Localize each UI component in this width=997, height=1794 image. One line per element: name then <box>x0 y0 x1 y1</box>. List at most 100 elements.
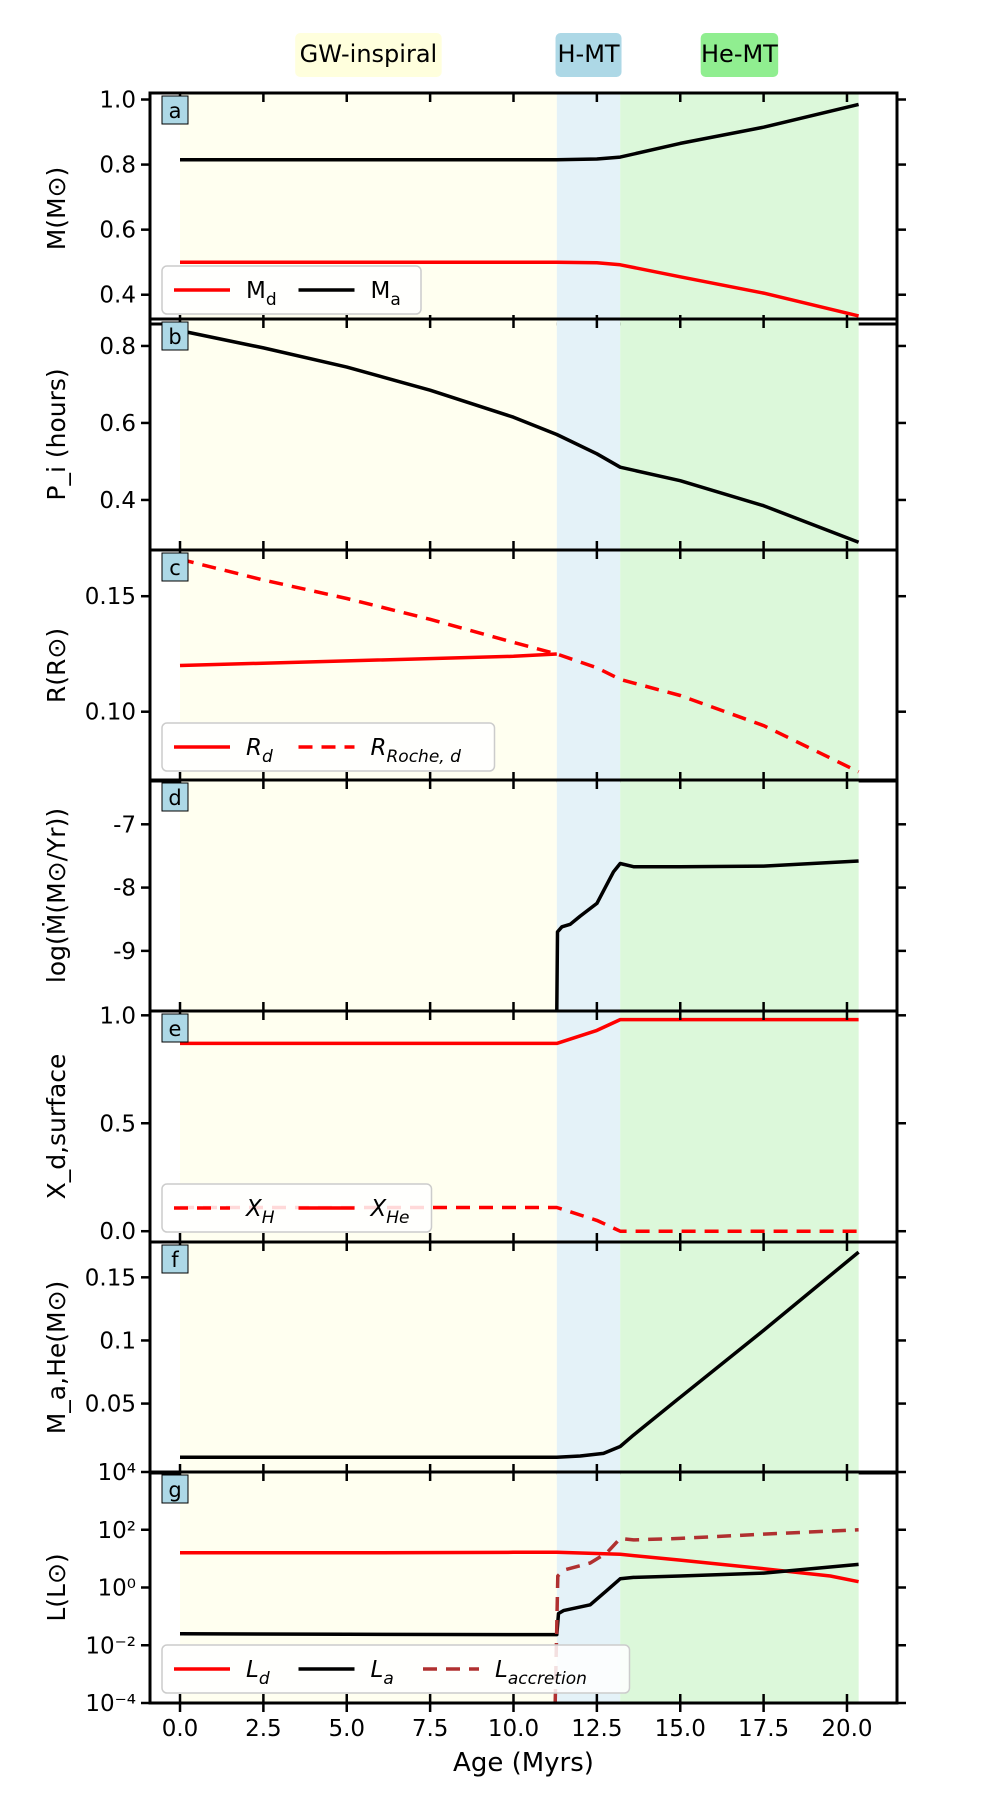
legend-label: La <box>371 1657 394 1689</box>
legend-label-sub: a <box>383 1669 393 1689</box>
y-tick-label: -7 <box>113 812 136 838</box>
legend-label-main: R <box>246 735 262 761</box>
legend-box <box>161 1644 631 1694</box>
panel-tag: f <box>171 1248 179 1272</box>
y-tick-label: 10⁴ <box>98 1460 137 1486</box>
legend-label-sub: d <box>262 747 273 767</box>
y-tick-label: 10² <box>98 1518 137 1544</box>
legend-label-main: M <box>371 278 391 304</box>
phase-band-0 <box>180 319 557 550</box>
panel-b: 0.4 0.6 0.8 b P_i (hours) <box>42 317 906 552</box>
y-tick-label: 10⁻² <box>85 1633 136 1659</box>
legend: Rd RRoche, d <box>161 722 496 772</box>
series-xhe <box>180 1017 859 1046</box>
phase-label-text: GW-inspiral <box>300 40 438 68</box>
legend-label-main: X <box>245 1196 263 1222</box>
legend-label-sub: He <box>386 1208 409 1228</box>
series-la <box>179 1562 859 1637</box>
series-rd <box>179 652 557 668</box>
x-tick-label: 0.0 <box>162 1716 199 1742</box>
x-tick-label: 5.0 <box>328 1716 365 1742</box>
phase-label-box <box>295 33 442 77</box>
phase-band-1 <box>556 319 621 550</box>
series-mdot <box>555 859 859 1012</box>
legend-label-main: L <box>371 1657 384 1683</box>
legend-label: RRoche, d <box>371 735 462 767</box>
y-tick-label: 10⁻⁴ <box>85 1691 136 1717</box>
y-tick-label: -9 <box>113 939 136 965</box>
panel-tag-box <box>161 1013 189 1043</box>
legend-label-sub: Roche, d <box>386 747 461 767</box>
y-tick-label: 0.15 <box>85 584 136 610</box>
legend-label: Ma <box>371 278 401 310</box>
panel-tag-box <box>161 95 189 125</box>
legend-box <box>161 1183 433 1233</box>
series-ld <box>180 1550 859 1584</box>
phase-label-text: H-MT <box>557 40 619 68</box>
legend: XH XHe <box>161 1183 433 1233</box>
y-axis-label: P_i (hours) <box>42 368 71 500</box>
phase-band-0 <box>180 780 557 1011</box>
panel-f: 0.05 0.1 0.15 f M_a,He(M⊙) <box>42 1240 906 1475</box>
y-tick-label: 1.0 <box>99 1003 136 1029</box>
legend-label-sub: H <box>262 1208 275 1228</box>
y-axis-label: M(M⊙) <box>42 167 71 251</box>
legend-label: Md <box>246 278 277 310</box>
panel-tag-box <box>161 1244 189 1274</box>
legend-label-main: R <box>371 735 387 761</box>
series-rroche-d <box>179 557 860 774</box>
legend-label-sub: accretion <box>508 1669 587 1689</box>
phase-label-box <box>555 33 622 77</box>
y-axis-label: L(L⊙) <box>42 1553 71 1621</box>
x-tick-label: 15.0 <box>655 1716 706 1742</box>
y-tick-label: 0.6 <box>99 218 136 244</box>
y-tick-label: 0.5 <box>99 1111 136 1137</box>
y-tick-label: 0.05 <box>85 1392 136 1418</box>
y-axis-label: log(Ṁ(M⊙/Yr)) <box>42 808 71 983</box>
y-tick-label: 1.0 <box>99 88 136 114</box>
y-tick-label: 0.6 <box>99 411 136 437</box>
x-tick-label: 10.0 <box>488 1716 539 1742</box>
x-tick-label: 12.5 <box>571 1716 622 1742</box>
phase-band-2 <box>620 319 859 550</box>
phase-band-2 <box>620 1472 859 1703</box>
y-tick-label: 0.8 <box>99 153 136 179</box>
phase-label-text: He-MT <box>701 40 778 68</box>
legend-label: Rd <box>246 735 273 767</box>
x-tick-label: 2.5 <box>245 1716 282 1742</box>
phase-band-2 <box>620 550 859 781</box>
phase-band-1 <box>556 93 621 324</box>
series-md <box>180 260 860 318</box>
y-tick-label: 0.1 <box>99 1328 136 1354</box>
phase-band-2 <box>620 780 859 1011</box>
phase-band-2 <box>620 1011 859 1242</box>
series-mahe <box>180 1250 860 1459</box>
phase-label-box <box>700 33 779 77</box>
legend-label-sub: d <box>259 1669 270 1689</box>
legend: Md Ma <box>161 265 422 315</box>
panel-tag: d <box>168 786 181 810</box>
phase-band-0 <box>180 1242 557 1473</box>
x-tick-label: 17.5 <box>738 1716 789 1742</box>
series-pi <box>179 328 860 544</box>
panel-tag-box <box>161 552 189 582</box>
legend-label: Laccretion <box>495 1657 587 1689</box>
panel-tag: g <box>168 1478 181 1502</box>
legend-label-main: X <box>370 1196 388 1222</box>
y-tick-label: 10⁰ <box>98 1576 137 1602</box>
x-axis-label: Age (Myrs) <box>453 1748 594 1778</box>
legend-box <box>161 265 422 315</box>
panel-tag-box <box>161 1474 189 1504</box>
legend-label: Ld <box>246 1657 270 1689</box>
x-tick-label: 20.0 <box>821 1716 872 1742</box>
y-tick-label: 0.10 <box>85 700 136 726</box>
y-axis-label: X_d,surface <box>42 1054 71 1200</box>
panel-tag: b <box>168 325 181 349</box>
panel-tag: c <box>169 556 181 580</box>
y-axis-label: M_a,He(M⊙) <box>42 1281 71 1435</box>
legend-label-main: M <box>246 278 266 304</box>
x-tick-label: 7.5 <box>412 1716 449 1742</box>
phase-band-1 <box>556 780 621 1011</box>
